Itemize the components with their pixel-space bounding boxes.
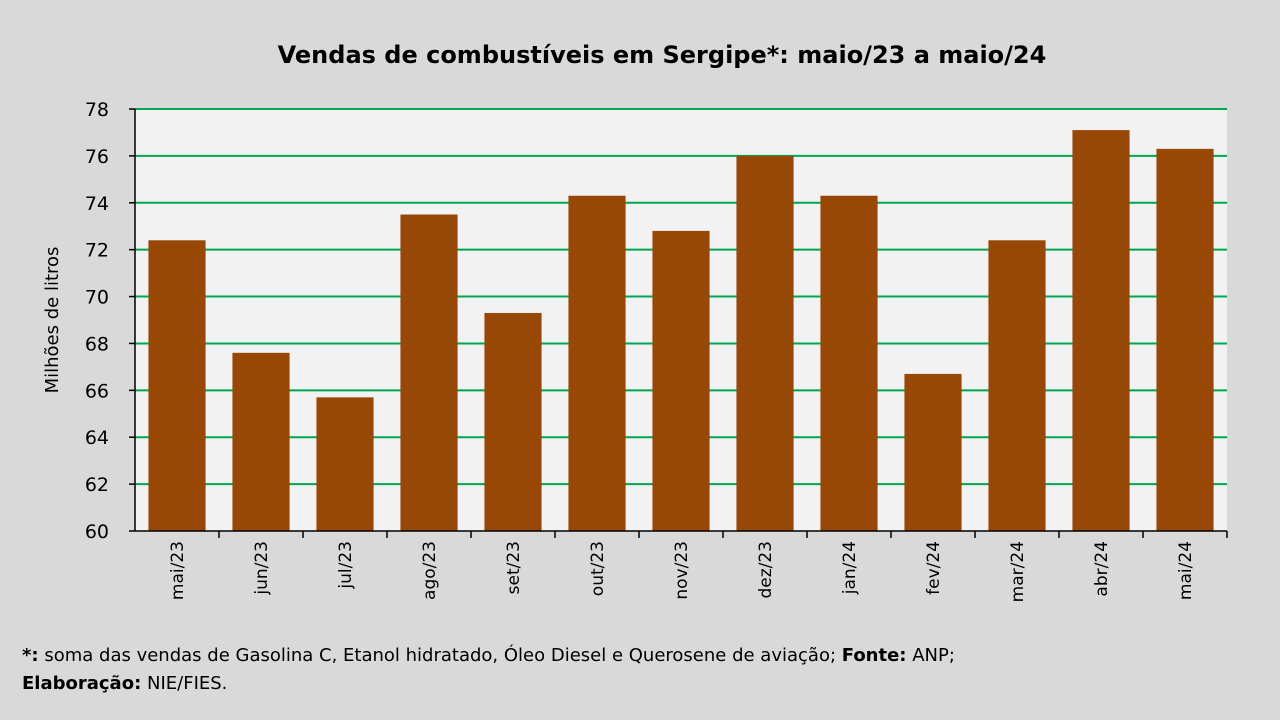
footnote: *: soma das vendas de Gasolina C, Etanol… <box>8 636 1280 720</box>
x-tick-label: jun/23 <box>252 541 272 596</box>
y-tick-label: 60 <box>85 521 109 543</box>
bar-dez-23 <box>736 155 794 531</box>
x-tick-label: ago/23 <box>420 541 440 600</box>
bar-out-23 <box>568 195 626 531</box>
x-tick-label: mar/24 <box>1008 541 1028 602</box>
bar-jun-23 <box>232 352 290 531</box>
x-tick-label: nov/23 <box>672 541 692 600</box>
footnote-source-text: ANP; <box>906 645 955 666</box>
y-axis-label: Milhões de litros <box>42 247 63 394</box>
y-tick-label: 70 <box>85 287 109 309</box>
y-tick-label: 68 <box>85 333 109 355</box>
bar-nov-23 <box>652 230 710 531</box>
x-tick-label: mai/23 <box>168 541 188 600</box>
y-tick-label: 62 <box>85 474 109 496</box>
bar-jan-24 <box>820 195 878 531</box>
bar-chart: Vendas de combustíveis em Sergipe*: maio… <box>42 41 1228 602</box>
y-tick-label: 78 <box>85 99 109 121</box>
x-tick-label: fev/24 <box>924 541 944 595</box>
y-tick-label: 66 <box>85 380 109 402</box>
x-tick-label: jul/23 <box>336 541 356 590</box>
bar-ago-23 <box>400 214 458 531</box>
x-tick-label: dez/23 <box>756 541 776 599</box>
x-tick-label: mai/24 <box>1176 541 1196 600</box>
y-tick-label: 72 <box>85 240 109 262</box>
footnote-elab-text: NIE/FIES. <box>141 673 228 694</box>
bar-mar-24 <box>988 240 1046 532</box>
bar-abr-24 <box>1072 130 1130 531</box>
footnote-elab-label: Elaboração: <box>22 673 142 694</box>
x-tick-label: abr/24 <box>1092 541 1112 597</box>
footnote-star-text: soma das vendas de Gasolina C, Etanol hi… <box>38 645 842 666</box>
bar-mai-24 <box>1156 148 1214 531</box>
chart-title: Vendas de combustíveis em Sergipe*: maio… <box>278 41 1047 69</box>
bar-fev-24 <box>904 373 962 531</box>
y-tick-label: 74 <box>85 193 109 215</box>
y-tick-label: 76 <box>85 146 109 168</box>
footnote-source-label: Fonte: <box>841 645 907 666</box>
x-tick-label: jan/24 <box>840 541 860 595</box>
footnote-star-label: *: <box>22 645 39 666</box>
x-tick-label: out/23 <box>588 541 608 596</box>
x-tick-label: set/23 <box>504 541 524 594</box>
bar-mai-23 <box>148 240 206 532</box>
bar-jul-23 <box>316 397 374 531</box>
y-tick-label: 64 <box>85 427 109 449</box>
bar-set-23 <box>484 312 542 531</box>
